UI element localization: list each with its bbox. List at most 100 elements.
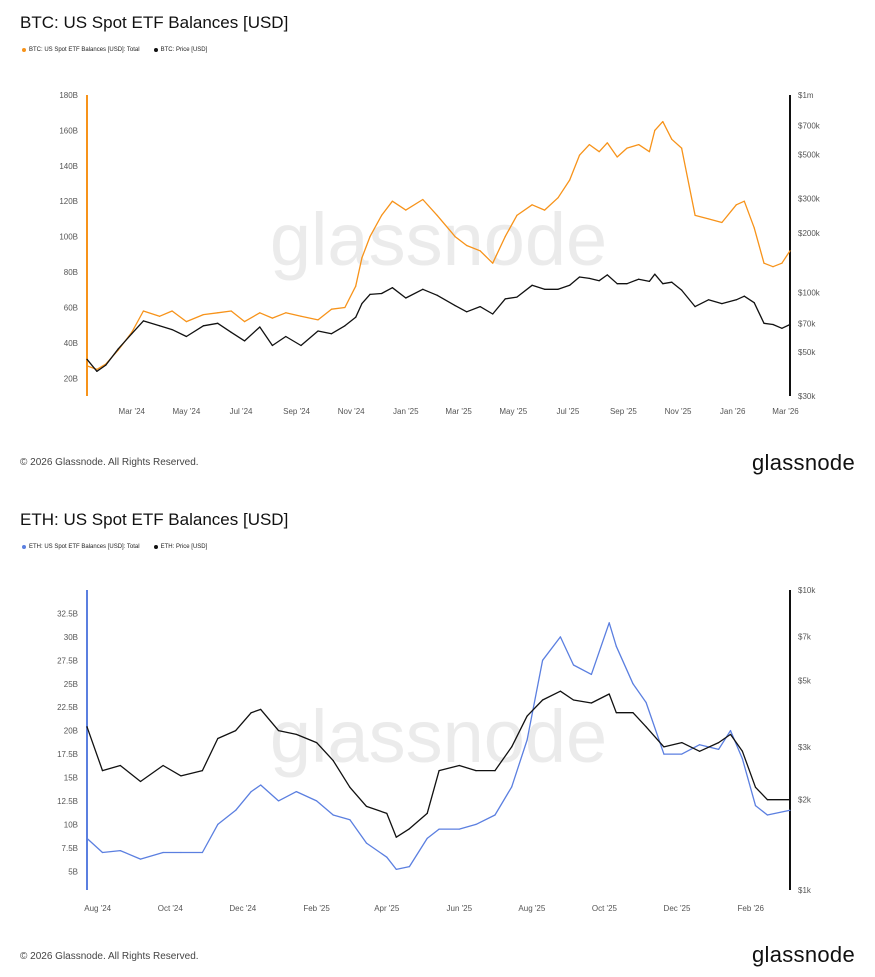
price-data-point bbox=[300, 344, 302, 347]
balance-data-point bbox=[202, 313, 205, 316]
price-data-point bbox=[117, 348, 119, 350]
price-data-point bbox=[557, 288, 559, 290]
balance-data-point bbox=[185, 321, 188, 323]
price-data-point bbox=[741, 750, 744, 752]
x-tick-label: Feb '26 bbox=[738, 904, 765, 913]
price-data-point bbox=[295, 733, 297, 736]
price-data-point bbox=[698, 750, 701, 752]
x-tick-label: Mar '26 bbox=[772, 407, 799, 416]
price-data-point bbox=[391, 287, 393, 289]
legend-label: BTC: US Spot ETF Balances [USD]: Total bbox=[29, 47, 140, 53]
btc-chart-plot[interactable]: glassnode 20B 40B 60B 80B 100B 120B 140B 160B 180… bbox=[0, 0, 875, 440]
price-data-point bbox=[789, 799, 791, 801]
balance-data-point bbox=[729, 730, 732, 732]
balance-data-point bbox=[721, 221, 723, 224]
legend-label: ETH: US Spot ETF Balances [USD]: Total bbox=[29, 544, 140, 550]
legend-dot-icon bbox=[22, 48, 26, 52]
price-data-point bbox=[105, 364, 107, 366]
glassnode-watermark: glassnode bbox=[270, 198, 607, 281]
x-tick-label: Dec '25 bbox=[664, 904, 691, 913]
balance-data-point bbox=[355, 285, 357, 287]
y-left-tick-label: 40B bbox=[64, 339, 78, 348]
price-data-point bbox=[662, 283, 664, 285]
y-left-tick-label: 60B bbox=[64, 303, 78, 312]
balance-data-point bbox=[391, 200, 393, 202]
x-tick-label: Nov '24 bbox=[338, 407, 365, 416]
x-tick-label: Mar '25 bbox=[445, 407, 472, 416]
price-data-point bbox=[772, 323, 774, 326]
y-right-tick-label: $100k bbox=[798, 289, 821, 298]
legend-dot-icon bbox=[22, 545, 26, 549]
balance-data-point bbox=[559, 636, 562, 638]
legend-label: ETH: Price [USD] bbox=[160, 544, 208, 550]
balance-data-point bbox=[217, 823, 219, 825]
y-left-tick-label: 160B bbox=[59, 126, 78, 135]
price-data-point bbox=[101, 770, 104, 772]
price-data-point bbox=[244, 340, 246, 342]
copyright-text: © 2026 Glassnode. All Rights Reserved. bbox=[20, 457, 199, 468]
price-data-point bbox=[330, 333, 333, 335]
price-data-point bbox=[671, 281, 673, 283]
price-series-line bbox=[86, 273, 791, 372]
balance-data-point bbox=[171, 310, 173, 312]
balance-data-point bbox=[588, 143, 590, 146]
price-data-point bbox=[217, 322, 219, 324]
chart-legend[interactable]: ETH: US Spot ETF Balances [USD]: Total E… bbox=[22, 544, 207, 550]
balance-data-point bbox=[671, 138, 673, 140]
eth-chart-plot[interactable]: glassnode 5B 7.5B 10B 12.5B 15B 17.5B 20B 22.5B 2… bbox=[0, 490, 875, 930]
balance-data-point bbox=[608, 622, 610, 624]
balance-data-point bbox=[217, 312, 219, 314]
balance-data-point bbox=[781, 262, 783, 264]
balance-data-point bbox=[101, 851, 104, 854]
price-data-point bbox=[707, 299, 710, 301]
balance-data-point bbox=[654, 129, 656, 132]
y-left-tick-label: 5B bbox=[68, 867, 78, 876]
balance-data-point bbox=[663, 753, 665, 755]
balance-data-point bbox=[572, 664, 575, 666]
y-right-tick-label: $500k bbox=[798, 150, 821, 159]
balance-data-point bbox=[772, 266, 774, 268]
x-tick-label: Dec '24 bbox=[229, 904, 256, 913]
y-left-tick-label: 180B bbox=[59, 91, 78, 100]
balance-data-point bbox=[365, 842, 368, 844]
y-left-tick-label: 7.5B bbox=[62, 844, 78, 853]
price-data-point bbox=[230, 331, 232, 333]
chart-legend[interactable]: BTC: US Spot ETF Balances [USD]: Total B… bbox=[22, 47, 207, 53]
price-data-point bbox=[405, 297, 407, 299]
price-data-point bbox=[721, 303, 723, 305]
balance-data-point bbox=[681, 147, 683, 149]
legend-item-balance[interactable]: ETH: US Spot ETF Balances [USD]: Total bbox=[22, 544, 140, 550]
price-data-point bbox=[654, 273, 656, 275]
balance-series-line bbox=[86, 120, 791, 371]
price-data-point bbox=[315, 741, 318, 744]
price-data-point bbox=[119, 764, 121, 767]
price-data-point bbox=[139, 780, 142, 783]
balance-data-point bbox=[250, 790, 252, 793]
balance-data-point bbox=[405, 209, 407, 211]
price-data-point bbox=[735, 299, 737, 301]
price-data-point bbox=[395, 836, 397, 838]
price-data-point bbox=[436, 294, 438, 296]
price-data-point bbox=[754, 786, 757, 788]
price-data-point bbox=[544, 288, 546, 290]
price-data-point bbox=[250, 712, 252, 714]
price-data-point bbox=[766, 799, 768, 801]
y-left-tick-label: 20B bbox=[64, 374, 78, 383]
price-data-point bbox=[638, 278, 640, 280]
price-data-point bbox=[479, 306, 481, 308]
balance-data-point bbox=[648, 151, 651, 153]
legend-item-price[interactable]: BTC: Price [USD] bbox=[153, 47, 207, 53]
balance-data-point bbox=[662, 120, 664, 123]
y-right-tick-label: $5k bbox=[798, 676, 812, 685]
balance-data-point bbox=[492, 262, 494, 264]
y-right-tick-label: $10k bbox=[798, 586, 816, 595]
price-data-point bbox=[681, 289, 683, 291]
balance-data-point bbox=[139, 858, 142, 860]
price-data-point bbox=[616, 283, 618, 285]
balance-data-point bbox=[330, 308, 333, 310]
balance-data-point bbox=[494, 814, 496, 816]
price-data-point bbox=[185, 335, 188, 338]
legend-item-balance[interactable]: BTC: US Spot ETF Balances [USD]: Total bbox=[22, 47, 140, 53]
legend-item-price[interactable]: ETH: Price [USD] bbox=[153, 544, 208, 550]
y-left-tick-label: 10B bbox=[64, 820, 78, 829]
